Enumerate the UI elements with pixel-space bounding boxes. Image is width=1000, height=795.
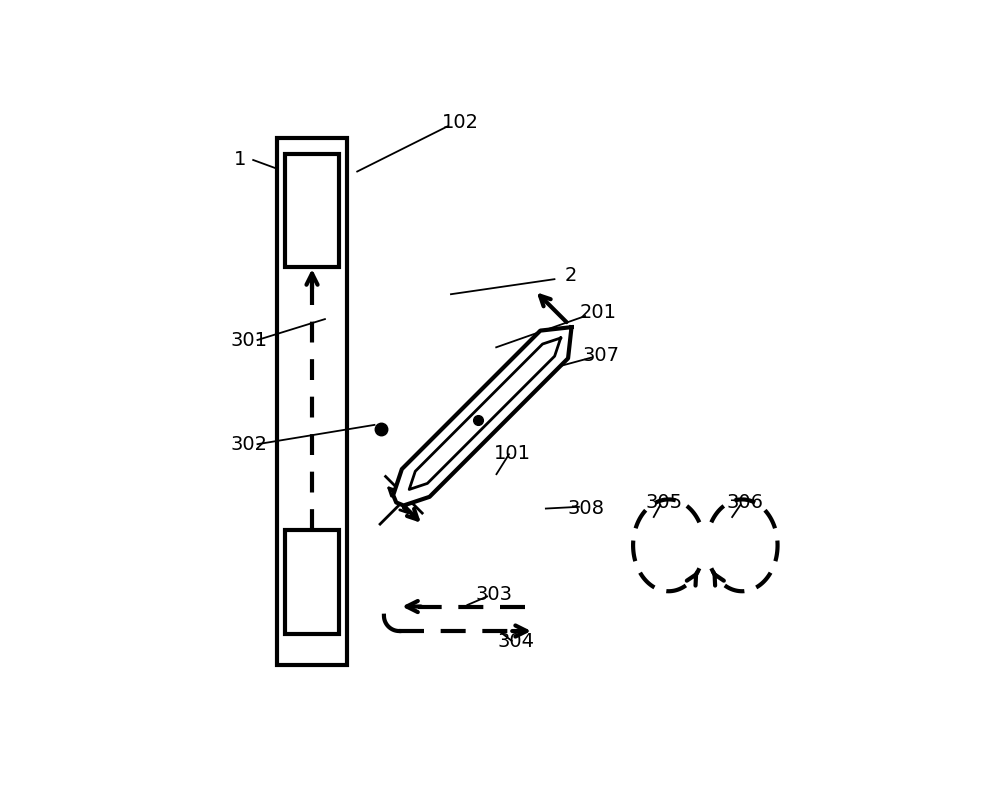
Text: 304: 304 <box>497 632 534 651</box>
Text: 307: 307 <box>583 346 620 365</box>
Text: 306: 306 <box>727 493 764 512</box>
Bar <box>285 153 339 267</box>
Text: 1: 1 <box>234 150 246 169</box>
Text: 201: 201 <box>580 303 617 322</box>
Text: 301: 301 <box>231 331 268 350</box>
Text: 303: 303 <box>476 585 513 603</box>
Polygon shape <box>393 328 572 506</box>
Text: 305: 305 <box>646 493 683 512</box>
Bar <box>285 530 339 634</box>
Bar <box>277 138 347 665</box>
Text: 302: 302 <box>231 435 268 454</box>
Text: 102: 102 <box>442 114 479 133</box>
Text: 2: 2 <box>564 266 577 285</box>
Text: 101: 101 <box>494 444 531 463</box>
Text: 308: 308 <box>567 499 604 518</box>
